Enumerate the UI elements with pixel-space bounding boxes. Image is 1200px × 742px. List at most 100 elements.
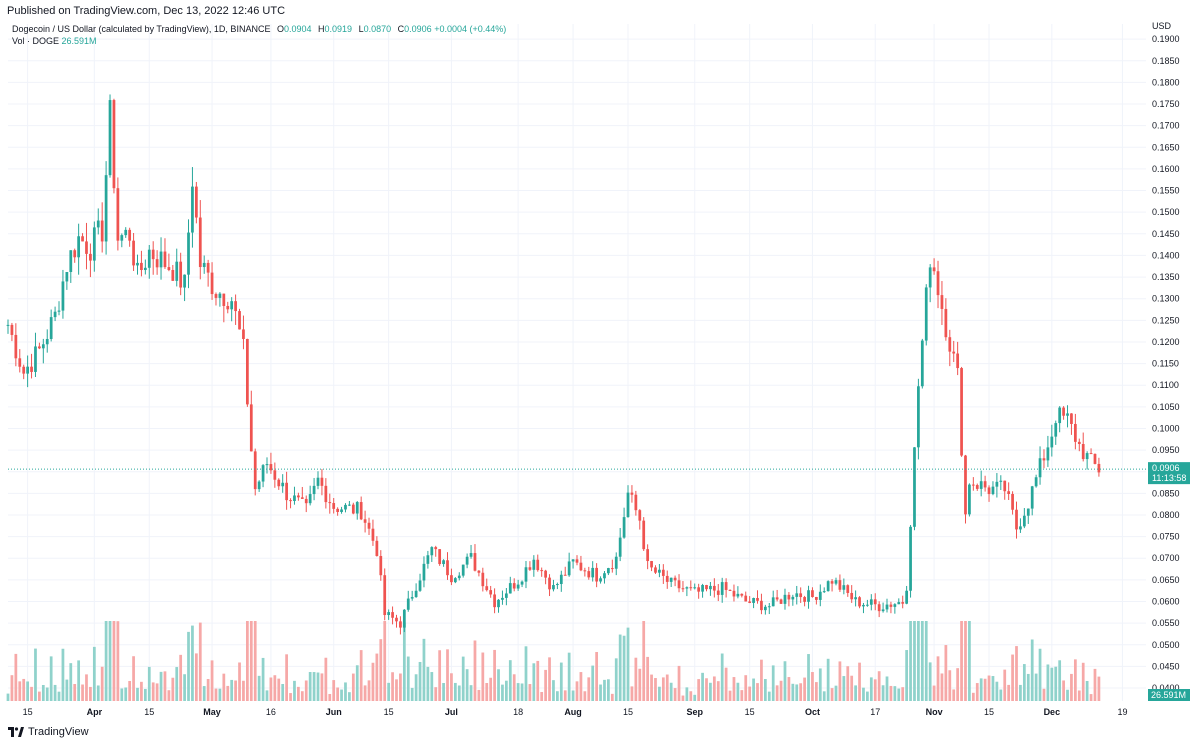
- candle-body: [116, 188, 120, 241]
- volume-bar: [952, 689, 956, 701]
- candle-body: [681, 588, 685, 590]
- volume-bar: [999, 689, 1003, 701]
- candle-body: [100, 220, 104, 242]
- volume-bar: [222, 673, 226, 701]
- volume-bar: [493, 649, 496, 701]
- candle-body: [363, 519, 367, 523]
- candle-body: [85, 241, 88, 254]
- volume-bar: [948, 670, 952, 701]
- candle-body: [214, 294, 218, 298]
- volume-bar: [897, 688, 901, 701]
- volume-bar: [96, 685, 100, 701]
- volume-bar: [905, 650, 909, 701]
- volume-bar: [10, 675, 14, 701]
- volume-bar: [960, 621, 963, 701]
- candle-body: [6, 324, 10, 326]
- candle-body: [136, 262, 139, 266]
- y-tick-label: 0.0450: [1152, 661, 1180, 671]
- candle-body: [720, 582, 724, 595]
- volume-bar: [869, 677, 873, 701]
- candle-body: [49, 317, 53, 339]
- candle-body: [226, 305, 230, 310]
- candle-body: [501, 597, 504, 600]
- candle-body: [661, 569, 665, 576]
- candle-body: [1089, 453, 1093, 455]
- volume-bar: [159, 671, 163, 701]
- volume-bar: [591, 665, 595, 701]
- candle-body: [297, 495, 300, 498]
- y-tick-label: 0.0800: [1152, 510, 1180, 520]
- candle-body: [654, 567, 657, 573]
- volume-bar: [194, 653, 198, 701]
- candle-body: [489, 590, 493, 595]
- candle-body: [348, 504, 351, 506]
- candle-body: [987, 487, 991, 495]
- candle-body: [234, 301, 237, 312]
- volume-bar: [732, 677, 736, 701]
- volume-bar: [1046, 664, 1050, 701]
- volume-bar: [571, 690, 575, 701]
- candle-body: [96, 220, 100, 228]
- volume-bar: [634, 657, 638, 701]
- candle-body: [626, 492, 630, 518]
- x-tick-label: Jul: [445, 707, 458, 717]
- candle-body: [685, 587, 689, 589]
- volume-bar: [261, 657, 265, 701]
- volume-bar: [1054, 666, 1058, 701]
- volume-bar: [563, 690, 567, 701]
- candle-body: [873, 599, 877, 605]
- candle-body: [163, 251, 167, 268]
- candle-body: [673, 577, 677, 581]
- candle-body: [818, 591, 822, 600]
- candle-body: [285, 482, 288, 501]
- volume-bar: [846, 666, 850, 701]
- candle-body: [822, 591, 826, 593]
- candle-body: [658, 569, 661, 573]
- grid-lines: [8, 24, 1146, 701]
- volume-bar: [599, 684, 602, 701]
- candle-body: [112, 100, 116, 189]
- close-key: C: [397, 24, 405, 34]
- volume-bar: [1062, 680, 1065, 701]
- volume-bar: [901, 687, 905, 701]
- candle-body: [795, 593, 799, 597]
- volume-bar: [814, 682, 818, 701]
- volume-bar: [379, 639, 383, 701]
- volume-bar: [249, 621, 253, 701]
- candle-body: [728, 589, 732, 591]
- volume-bar: [355, 665, 359, 701]
- candle-body: [132, 240, 135, 266]
- volume-bar: [811, 672, 814, 701]
- candle-body: [897, 602, 901, 605]
- volume-bar: [968, 621, 971, 701]
- x-tick-label: Dec: [1044, 707, 1061, 717]
- volume-bar: [191, 625, 194, 701]
- candle-body: [34, 346, 37, 372]
- candle-body: [724, 582, 728, 590]
- candle-body: [1022, 515, 1026, 527]
- candle-body: [92, 227, 96, 261]
- candle-body: [304, 498, 308, 504]
- candle-body: [826, 581, 830, 592]
- volume-bar: [14, 653, 18, 701]
- candle-body: [493, 594, 496, 608]
- volume-bar: [371, 662, 375, 701]
- candle-body: [591, 567, 595, 578]
- candle-body: [642, 520, 646, 550]
- candle-body: [77, 236, 81, 258]
- volume-bar: [697, 679, 701, 701]
- candle-body: [787, 594, 791, 600]
- volume-bar: [885, 676, 889, 701]
- volume-bar: [1022, 664, 1026, 701]
- volume-bar: [363, 685, 367, 701]
- candle-body: [964, 455, 967, 515]
- candle-body: [442, 560, 445, 565]
- candle-body: [567, 561, 571, 576]
- volume-bar: [1070, 673, 1073, 701]
- volume-bar: [402, 622, 406, 701]
- candle-body: [712, 585, 716, 591]
- candle-body: [1019, 526, 1022, 530]
- volume-bar: [858, 662, 861, 701]
- volume-bar: [265, 690, 269, 701]
